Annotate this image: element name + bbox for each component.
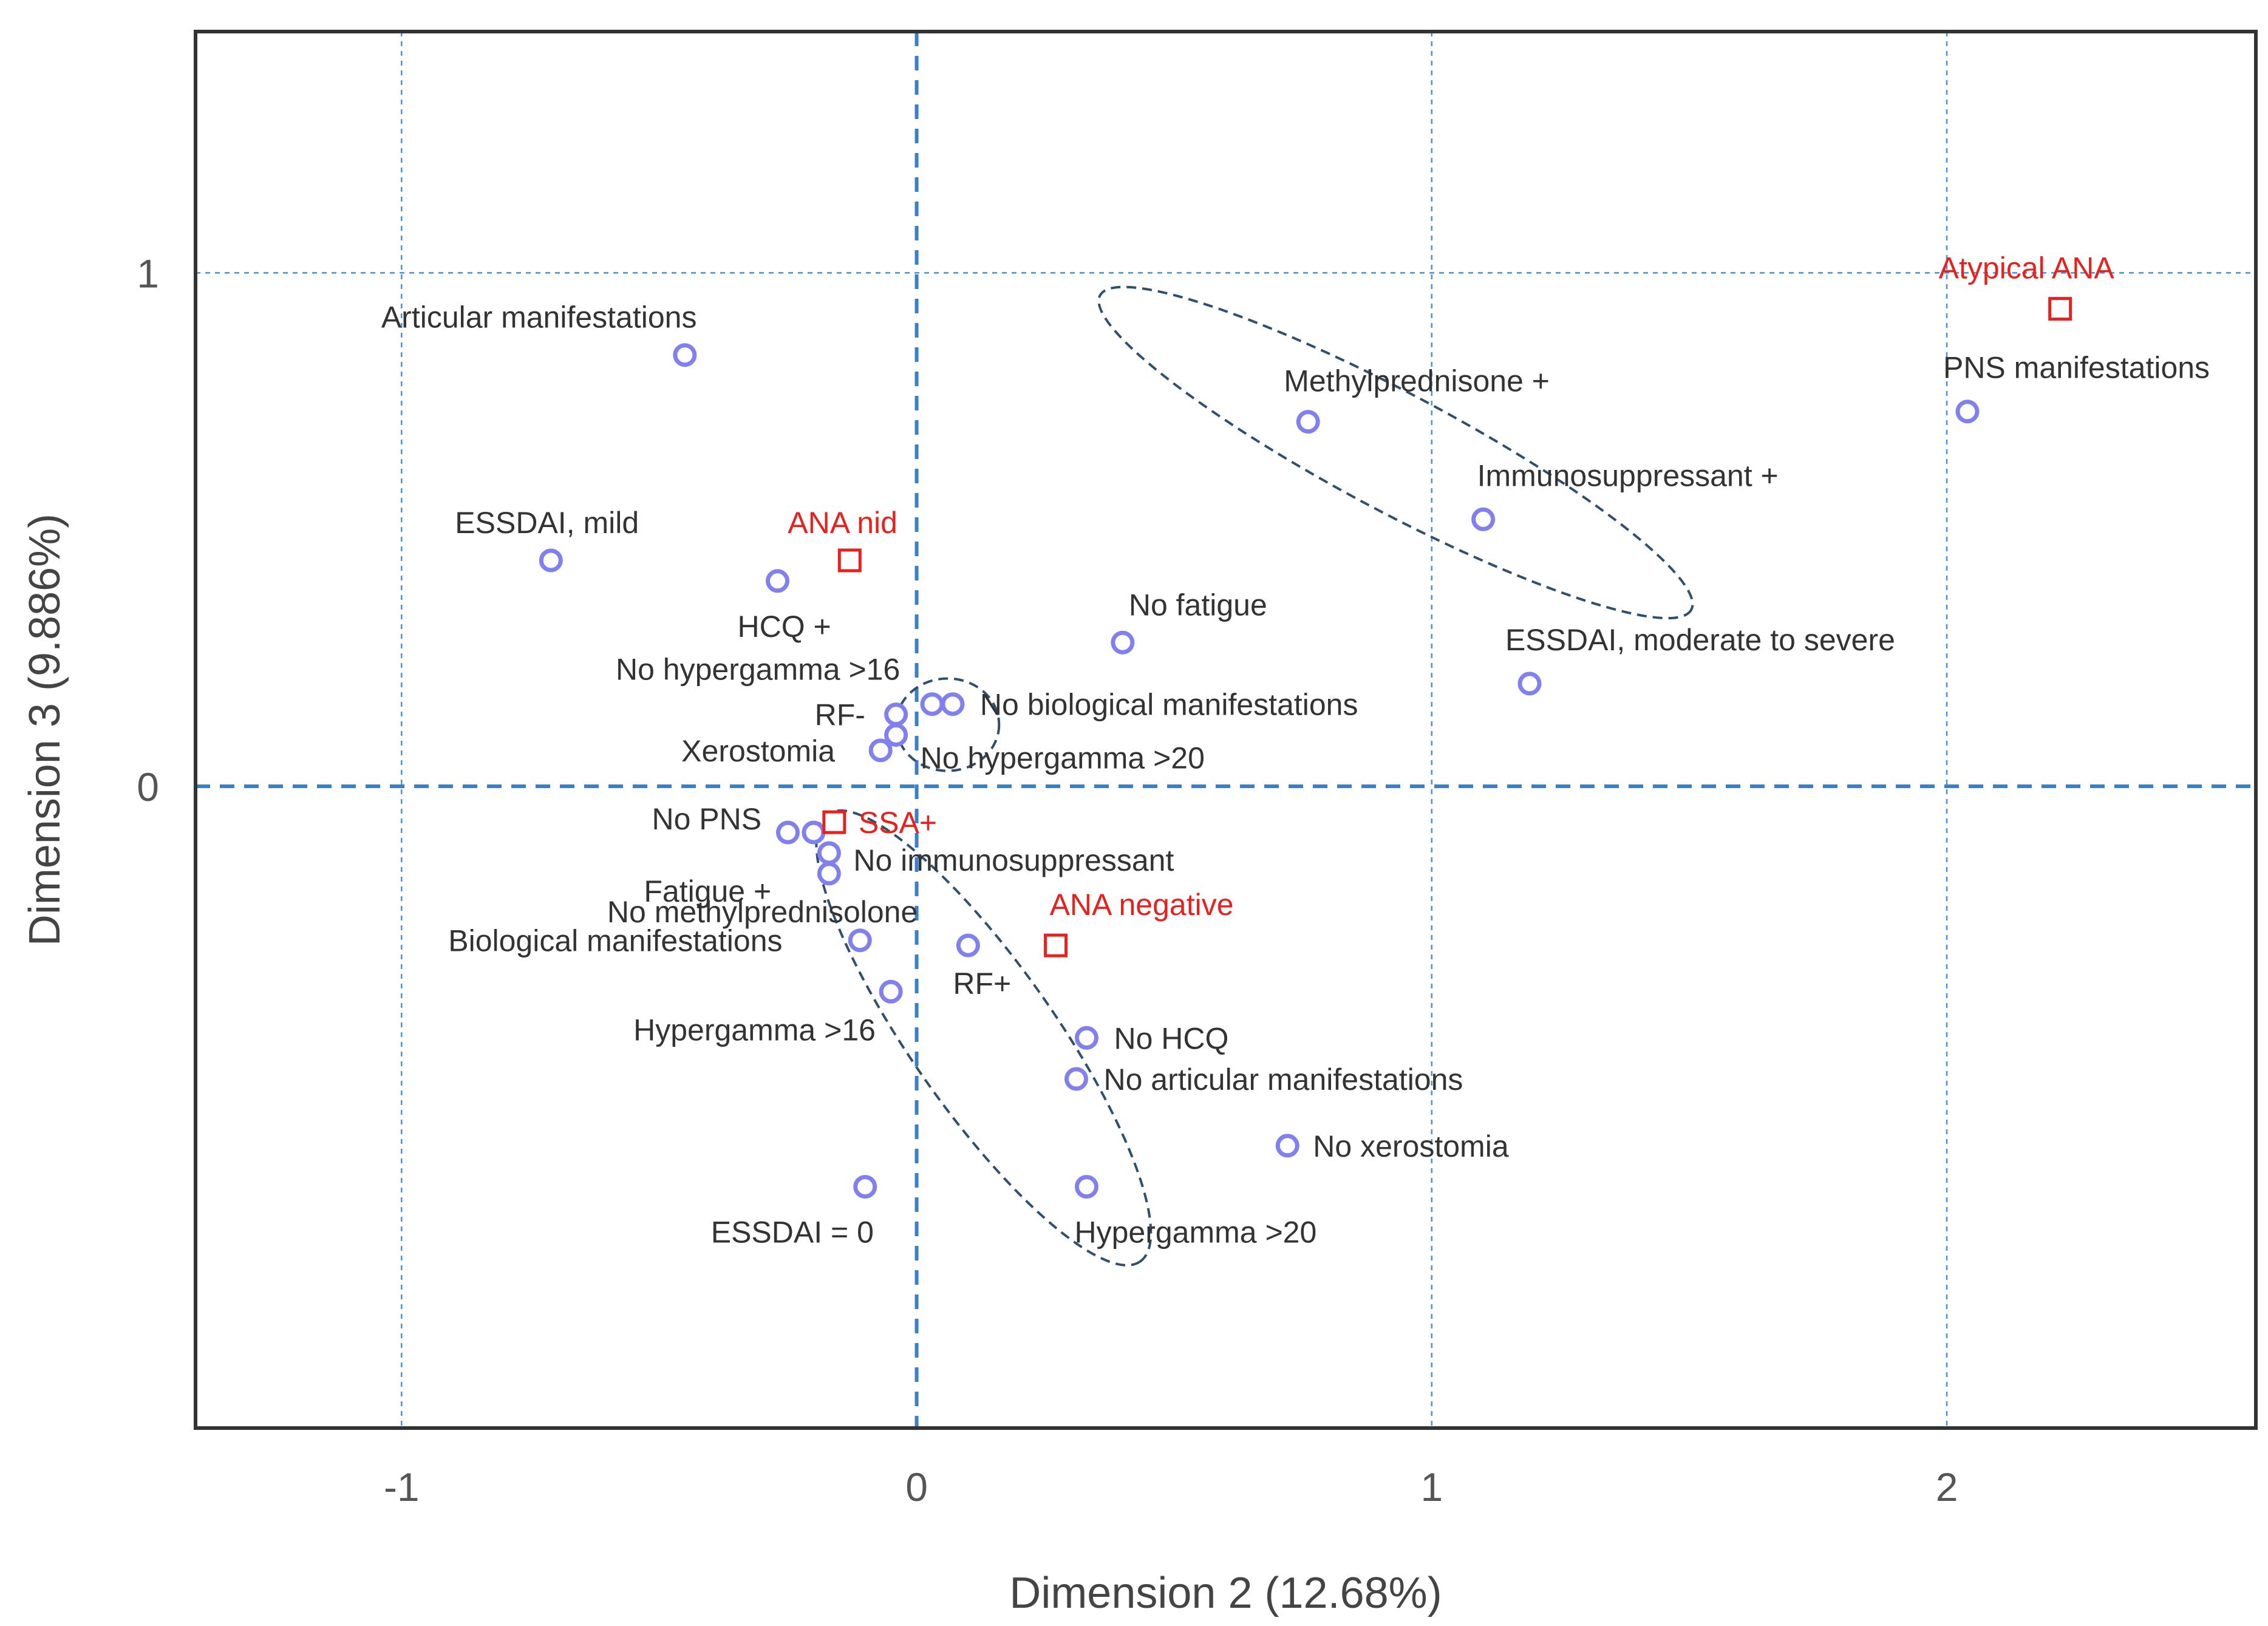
point-label: Methylprednisone +	[1284, 364, 1550, 398]
point-label: No xerostomia	[1313, 1129, 1509, 1163]
point-label: No immunosuppressant	[853, 843, 1174, 877]
point-label: PNS manifestations	[1943, 351, 2210, 385]
circle-marker	[817, 862, 841, 886]
circle-marker	[802, 820, 826, 845]
square-marker	[1044, 933, 1068, 958]
point-label: No hypergamma >20	[921, 741, 1205, 775]
circle-marker	[879, 979, 903, 1004]
circle-marker	[956, 933, 980, 958]
data-markers	[539, 297, 2072, 1199]
point-label: No PNS	[652, 802, 761, 836]
circle-marker	[1074, 1026, 1098, 1050]
x-tick-label: -1	[384, 1464, 420, 1509]
grid-lines	[196, 32, 2256, 1428]
cluster-ellipse	[1097, 285, 1694, 620]
circle-marker	[775, 820, 800, 845]
point-label: No articular manifestations	[1104, 1063, 1463, 1097]
circle-marker	[766, 569, 790, 593]
circle-marker	[884, 723, 908, 747]
point-label: ANA nid	[788, 506, 897, 540]
point-label: No fatigue	[1129, 588, 1267, 622]
point-label: Hypergamma >16	[633, 1013, 876, 1047]
point-label: Immunosuppressant +	[1477, 458, 1779, 492]
x-tick-label: 1	[1420, 1464, 1443, 1509]
circle-marker	[920, 692, 944, 716]
circle-marker	[884, 702, 908, 727]
circle-marker	[848, 928, 872, 953]
circle-marker	[1275, 1134, 1299, 1158]
point-label: No methylprednisolone	[607, 895, 918, 929]
plot-frame	[194, 30, 2258, 1430]
point-label: Hypergamma >20	[1074, 1216, 1316, 1250]
point-label: No biological manifestations	[980, 688, 1358, 722]
point-label: HCQ +	[738, 610, 831, 644]
point-label: RF-	[815, 698, 865, 732]
cluster-ellipse	[894, 677, 1001, 772]
square-marker	[822, 810, 846, 834]
point-label: ESSDAI, mild	[455, 506, 639, 540]
axis-ticks: -1 0 1 2 0 1	[137, 251, 1958, 1509]
circle-marker	[853, 1175, 877, 1199]
circle-marker	[1111, 630, 1135, 655]
x-axis-title: Dimension 2 (12.68%)	[1009, 1569, 1442, 1617]
point-label: ANA negative	[1050, 888, 1234, 922]
y-tick-label: 1	[137, 251, 159, 296]
circle-marker	[1471, 507, 1496, 531]
circle-marker	[817, 841, 841, 865]
y-axis-title: Dimension 3 (9.886%)	[21, 514, 69, 946]
square-marker	[837, 548, 862, 573]
square-marker	[2048, 297, 2072, 321]
circle-marker	[673, 343, 697, 367]
point-label: No HCQ	[1114, 1021, 1228, 1055]
point-label: RF+	[953, 967, 1011, 1001]
point-label: SSA+	[859, 806, 937, 840]
circle-marker	[1296, 410, 1320, 434]
point-label: No hypergamma >16	[616, 653, 900, 687]
circle-marker	[1517, 672, 1542, 696]
x-tick-label: 2	[1936, 1464, 1958, 1509]
circle-marker	[539, 548, 563, 573]
x-tick-label: 0	[905, 1464, 928, 1509]
y-tick-label: 0	[137, 764, 159, 809]
circle-marker	[941, 692, 965, 716]
circle-marker	[1955, 400, 1980, 424]
point-label: Biological manifestations	[448, 924, 782, 958]
point-label: Xerostomia	[681, 734, 835, 768]
point-label: Fatigue +	[644, 874, 771, 908]
point-label: Atypical ANA	[1939, 251, 2115, 285]
point-label: ESSDAI = 0	[711, 1216, 874, 1250]
circle-marker	[1074, 1175, 1098, 1199]
point-labels: Articular manifestations ESSDAI, mild HCQ …	[381, 251, 2210, 1250]
point-label: ESSDAI, moderate to severe	[1505, 623, 1895, 657]
point-label: Articular manifestations	[381, 301, 697, 335]
circle-marker	[868, 738, 893, 763]
circle-marker	[1064, 1067, 1089, 1091]
